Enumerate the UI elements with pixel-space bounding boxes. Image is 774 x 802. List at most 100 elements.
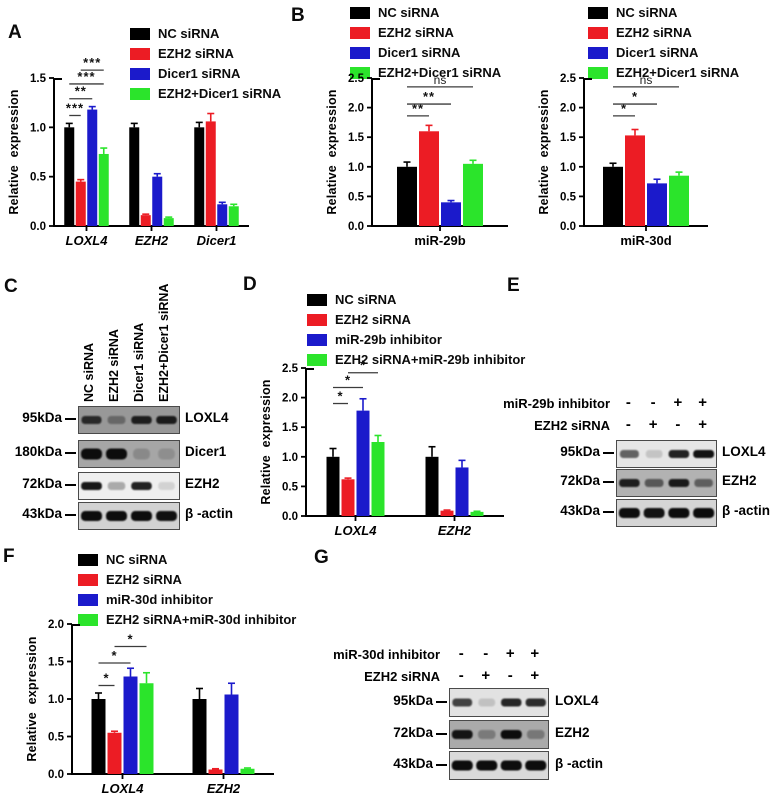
legend-label: NC siRNA: [616, 5, 678, 20]
protein-band: [694, 479, 713, 487]
y-tick-label: 2.0: [348, 103, 364, 115]
marker-dash: [65, 418, 76, 420]
panel-label-d: D: [243, 274, 257, 295]
protein-band: [526, 730, 545, 739]
bar: [603, 166, 623, 226]
condition-sign: +: [698, 394, 707, 411]
condition-sign: -: [458, 667, 464, 684]
legend-item: EZH2+Dicer1 siRNA: [130, 86, 281, 101]
protein-band: [693, 508, 715, 518]
molecular-weight-marker: 72kDa: [560, 473, 600, 488]
y-tick-label: 0.0: [348, 221, 364, 233]
legend-item: NC siRNA: [588, 5, 677, 20]
category-label: LOXL4: [66, 233, 109, 248]
molecular-weight-marker: 43kDa: [393, 755, 433, 771]
legend-item: NC siRNA: [350, 5, 439, 20]
lane-label: Dicer1 siRNA: [131, 322, 146, 402]
y-tick-label: 0.0: [30, 221, 46, 233]
bar-chart: 0.0 0.5 1.0 1.5 2.0 Relative expression LOXL4 E…: [25, 619, 274, 796]
bar: [123, 676, 138, 774]
legend-swatch-icon: [350, 66, 370, 79]
y-tick-label: 2.0: [560, 103, 576, 115]
protein-band: [668, 508, 690, 518]
panel-label-e: E: [507, 275, 520, 296]
bar: [64, 127, 75, 226]
molecular-weight-marker: 72kDa: [22, 476, 62, 491]
legend-label: EZH2+Dicer1 siRNA: [158, 86, 282, 101]
significance-label: *: [360, 358, 366, 373]
protein-band: [452, 698, 473, 707]
y-tick-label: 1.0: [348, 162, 364, 174]
category-label: LOXL4: [102, 781, 145, 796]
legend-item: Dicer1 siRNA: [350, 45, 460, 60]
significance-label: *: [111, 648, 117, 663]
legend-swatch-icon: [78, 573, 98, 586]
molecular-weight-marker: 43kDa: [22, 506, 62, 521]
bar: [98, 153, 109, 226]
condition-sign: +: [530, 645, 540, 662]
legend-item: EZH2+Dicer1 siRNA: [350, 65, 501, 80]
protein-band: [643, 508, 665, 518]
legend-item: NC siRNA: [78, 552, 167, 567]
protein-band: [81, 482, 102, 490]
bar: [397, 166, 417, 226]
y-tick-label: 0.5: [560, 191, 577, 203]
bar: [669, 175, 689, 226]
molecular-weight-marker: 95kDa: [22, 410, 62, 425]
legend-item: miR-30d inhibitor: [78, 592, 213, 607]
legend-swatch-icon: [78, 553, 98, 566]
legend-item: EZH2 siRNA: [588, 25, 692, 40]
protein-band: [158, 448, 175, 460]
protein-band: [668, 450, 690, 458]
protein-band: [133, 448, 150, 460]
y-tick-label: 2.5: [348, 73, 365, 85]
blot-lane-box: [449, 751, 549, 780]
legend-label: EZH2 siRNA+miR-29b inhibitor: [335, 352, 526, 367]
protein-band: [106, 448, 127, 460]
significance-label: *: [345, 373, 351, 388]
legend-label: EZH2 siRNA: [616, 25, 692, 40]
condition-label: EZH2 siRNA: [534, 418, 610, 433]
bar: [326, 456, 340, 516]
bar: [224, 694, 239, 774]
bar: [240, 768, 255, 774]
bar: [356, 410, 370, 516]
bar: [152, 176, 163, 226]
y-tick-label: 1.0: [560, 162, 576, 174]
y-tick-label: 0.5: [348, 191, 365, 203]
legend-swatch-icon: [130, 47, 150, 60]
category-label: miR-29b: [414, 233, 465, 248]
condition-label: miR-29b inhibitor: [503, 396, 610, 411]
condition-label: EZH2 siRNA: [364, 669, 440, 684]
bar: [140, 215, 151, 226]
panel-label-b: B: [291, 5, 305, 26]
y-tick-label: 2.0: [48, 619, 64, 631]
y-tick-label: 1.5: [48, 657, 65, 669]
protein-band: [668, 479, 690, 487]
legend-swatch-icon: [588, 26, 608, 39]
panel-d-chart: 0.0 0.5 1.0 1.5 2.0 2.5 Relative expression LOX…: [252, 354, 514, 546]
protein-band: [158, 482, 175, 490]
y-tick-label: 0.0: [282, 511, 298, 523]
significance-label: *: [103, 671, 109, 686]
bar: [419, 131, 439, 226]
bar-chart: 0.0 0.5 1.0 1.5 2.0 2.5 Relative expression miR…: [325, 73, 508, 248]
legend-label: EZH2 siRNA: [158, 46, 234, 61]
significance-label: *: [127, 632, 133, 647]
condition-sign: -: [625, 394, 631, 411]
bar: [75, 181, 86, 226]
significance-label: ***: [66, 100, 84, 115]
y-tick-label: 1.0: [48, 694, 64, 706]
protein-band: [81, 511, 102, 521]
bar: [228, 206, 239, 226]
legend-label: miR-30d inhibitor: [106, 592, 213, 607]
condition-sign: +: [698, 416, 707, 433]
protein-band: [131, 416, 152, 424]
condition-sign: -: [675, 416, 681, 433]
legend-item: EZH2 siRNA: [307, 312, 411, 327]
legend-label: EZH2 siRNA: [378, 25, 454, 40]
protein-band: [156, 511, 177, 521]
marker-dash: [436, 732, 447, 735]
marker-dash: [603, 452, 614, 454]
molecular-weight-marker: 95kDa: [393, 692, 433, 708]
